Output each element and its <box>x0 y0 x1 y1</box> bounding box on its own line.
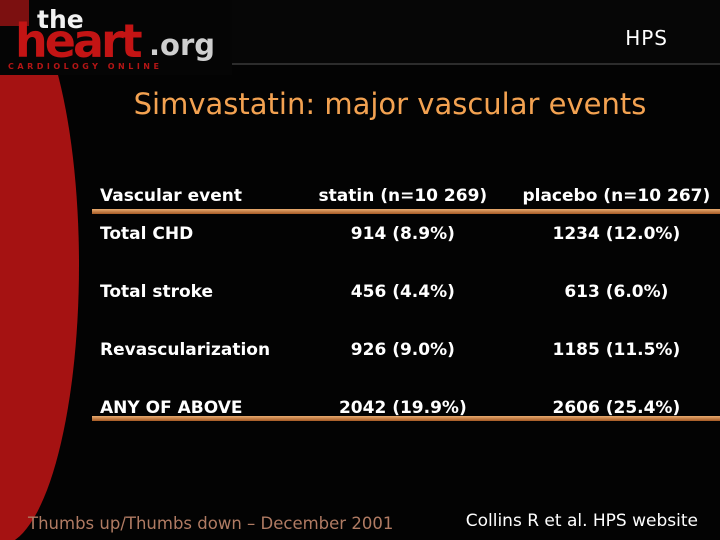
header-underline <box>92 209 720 214</box>
footer-caption: Thumbs up/Thumbs down – December 2001 <box>28 514 394 533</box>
logo-tagline: CARDIOLOGY ONLINE <box>8 62 163 71</box>
statin-value: 2042 (19.9%) <box>338 398 467 418</box>
row-label: ANY OF ABOVE <box>100 398 243 418</box>
table-row: Total stroke 456 (4.4%) 613 (6.0%) <box>92 272 720 330</box>
row-label: Revascularization <box>100 340 271 360</box>
table-row: Revascularization 926 (9.0%) 1185 (11.5%… <box>92 330 720 388</box>
logo-heart-text: heart <box>15 14 143 68</box>
logo-the-text: the <box>37 5 84 34</box>
results-table: Vascular event statin (n=10 269) placebo… <box>92 186 720 421</box>
statin-value: 456 (4.4%) <box>350 282 455 302</box>
theheart-org-logo: the heart .org CARDIOLOGY ONLINE <box>0 0 232 75</box>
statin-value: 914 (8.9%) <box>350 224 455 244</box>
footer-citation: Collins R et al. HPS website <box>465 511 698 531</box>
column-header-vascular-event: Vascular event <box>100 186 242 206</box>
table-row: Total CHD 914 (8.9%) 1234 (12.0%) <box>92 214 720 272</box>
statin-value: 926 (9.0%) <box>350 340 455 360</box>
logo-red-square <box>0 0 29 26</box>
row-label: Total CHD <box>100 224 194 244</box>
red-ellipse-decoration <box>0 0 79 540</box>
slide-title: Simvastatin: major vascular events <box>133 87 647 121</box>
slide-badge-hps: HPS <box>625 26 668 50</box>
footer-underline <box>92 416 720 421</box>
placebo-value: 613 (6.0%) <box>564 282 669 302</box>
column-header-statin: statin (n=10 269) <box>318 186 488 206</box>
placebo-value: 1185 (11.5%) <box>552 340 681 360</box>
column-header-placebo: placebo (n=10 267) <box>522 186 711 206</box>
table-row: ANY OF ABOVE 2042 (19.9%) 2606 (25.4%) <box>92 388 720 418</box>
placebo-value: 1234 (12.0%) <box>552 224 681 244</box>
row-label: Total stroke <box>100 282 214 302</box>
placebo-value: 2606 (25.4%) <box>552 398 681 418</box>
table-header-row: Vascular event statin (n=10 269) placebo… <box>92 186 720 209</box>
logo-org-text: .org <box>149 28 216 62</box>
